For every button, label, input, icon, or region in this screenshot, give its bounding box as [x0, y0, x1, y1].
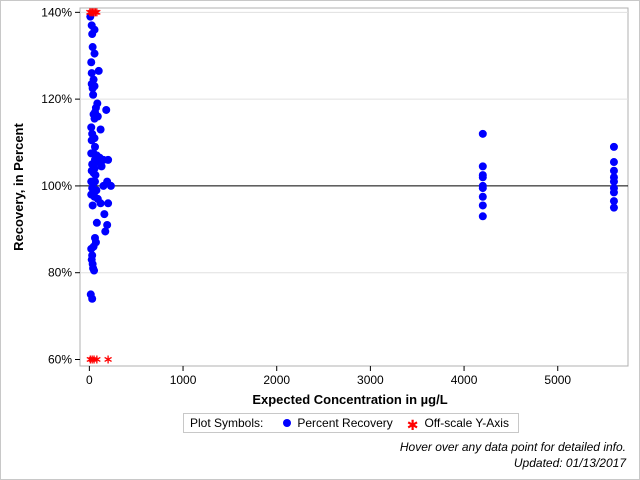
data-point-circle: [100, 210, 109, 219]
data-point-circle: [609, 177, 618, 186]
data-point-circle: [90, 266, 99, 275]
data-point-circle: [87, 123, 96, 132]
data-point-circle: [102, 105, 111, 114]
data-point-circle: [90, 142, 99, 151]
x-tick-label: 1000: [170, 373, 197, 387]
data-point-asterisk: [104, 355, 112, 364]
data-point-asterisk: [93, 355, 101, 364]
data-point-circle: [87, 136, 96, 145]
data-point-circle: [609, 197, 618, 206]
data-point-circle: [90, 49, 99, 58]
data-point-circle: [97, 162, 106, 171]
y-axis-title: Recovery, in Percent: [11, 123, 26, 251]
data-point-circle: [87, 58, 96, 67]
data-point-circle: [609, 188, 618, 197]
y-tick-label: 60%: [48, 352, 72, 366]
data-point-circle: [88, 84, 97, 93]
x-tick-label: 0: [86, 373, 93, 387]
legend-item-percent-recovery: Percent Recovery: [297, 416, 393, 430]
hover-note: Hover over any data point for detailed i…: [399, 440, 626, 454]
y-tick-label: 120%: [41, 92, 72, 106]
updated-date: Updated: 01/13/2017: [513, 456, 626, 470]
data-point-circle: [99, 181, 108, 190]
data-point-circle: [478, 201, 487, 210]
data-point-circle: [106, 181, 115, 190]
data-point-circle: [609, 142, 618, 151]
x-axis-title: Expected Concentration in µg/L: [252, 392, 447, 407]
x-tick-label: 2000: [263, 373, 290, 387]
data-point-circle: [478, 173, 487, 182]
data-point-circle: [88, 294, 97, 303]
data-point-circle: [101, 227, 110, 236]
data-point-circle: [478, 184, 487, 193]
y-tick-label: 80%: [48, 266, 72, 280]
data-point-circle: [478, 192, 487, 201]
data-point-circle: [478, 162, 487, 171]
data-point-circle: [104, 199, 113, 208]
data-point-circle: [478, 129, 487, 138]
data-point-circle: [103, 220, 112, 229]
data-point-circle: [609, 203, 618, 212]
data-point-circle: [88, 201, 97, 210]
data-point-circle: [478, 212, 487, 221]
data-point-circle: [90, 114, 99, 123]
x-tick-label: 3000: [357, 373, 384, 387]
y-tick-label: 100%: [41, 179, 72, 193]
asterisk-marker-icon: ✱: [406, 417, 419, 433]
x-tick-label: 5000: [544, 373, 571, 387]
data-point-circle: [104, 155, 113, 164]
data-point-circle: [94, 66, 103, 75]
legend: Plot Symbols: Percent Recovery ✱ Off-sca…: [183, 413, 519, 433]
data-point-circle: [89, 90, 98, 99]
y-tick-label: 140%: [41, 5, 72, 19]
data-point-circle: [91, 171, 100, 180]
legend-title: Plot Symbols:: [190, 416, 264, 430]
data-point-circle: [92, 218, 101, 227]
data-point-asterisk: [93, 8, 101, 17]
plot-area: [79, 7, 629, 367]
data-point-asterisk: [91, 8, 100, 17]
data-point-circle: [96, 199, 105, 208]
data-point-circle: [609, 166, 618, 175]
data-point-circle: [87, 69, 96, 78]
data-point-circle: [88, 30, 97, 39]
circle-marker-icon: [283, 419, 292, 427]
data-point-circle: [609, 158, 618, 167]
data-point-circle: [87, 244, 96, 253]
legend-item-off-scale: Off-scale Y-Axis: [424, 416, 509, 430]
data-point-circle: [88, 43, 97, 52]
x-tick-label: 4000: [451, 373, 478, 387]
data-point-circle: [96, 125, 105, 134]
